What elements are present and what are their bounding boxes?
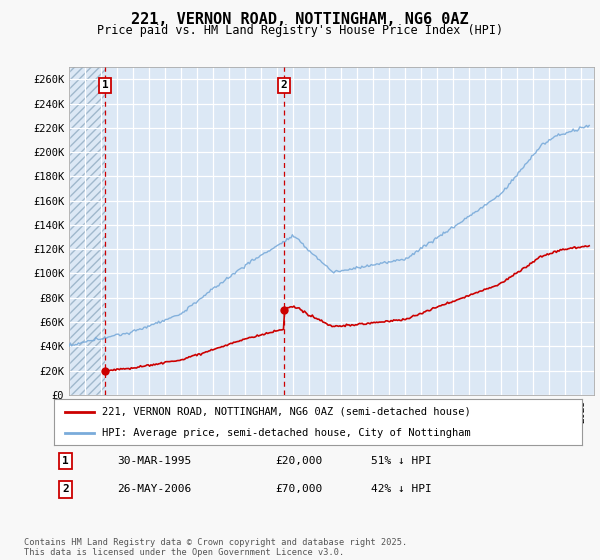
Text: 1: 1 bbox=[62, 456, 69, 466]
Text: £20,000: £20,000 bbox=[276, 456, 323, 466]
Bar bbox=[69, 67, 105, 395]
Text: 42% ↓ HPI: 42% ↓ HPI bbox=[371, 484, 431, 494]
Text: £70,000: £70,000 bbox=[276, 484, 323, 494]
Text: 51% ↓ HPI: 51% ↓ HPI bbox=[371, 456, 431, 466]
Text: Contains HM Land Registry data © Crown copyright and database right 2025.
This d: Contains HM Land Registry data © Crown c… bbox=[24, 538, 407, 557]
Text: 26-MAY-2006: 26-MAY-2006 bbox=[118, 484, 191, 494]
Text: 2: 2 bbox=[62, 484, 69, 494]
Text: 1: 1 bbox=[101, 81, 109, 90]
Text: 2: 2 bbox=[280, 81, 287, 90]
Text: 221, VERNON ROAD, NOTTINGHAM, NG6 0AZ: 221, VERNON ROAD, NOTTINGHAM, NG6 0AZ bbox=[131, 12, 469, 27]
Text: 221, VERNON ROAD, NOTTINGHAM, NG6 0AZ (semi-detached house): 221, VERNON ROAD, NOTTINGHAM, NG6 0AZ (s… bbox=[101, 407, 470, 417]
Text: HPI: Average price, semi-detached house, City of Nottingham: HPI: Average price, semi-detached house,… bbox=[101, 428, 470, 438]
Text: Price paid vs. HM Land Registry's House Price Index (HPI): Price paid vs. HM Land Registry's House … bbox=[97, 24, 503, 37]
Text: 30-MAR-1995: 30-MAR-1995 bbox=[118, 456, 191, 466]
